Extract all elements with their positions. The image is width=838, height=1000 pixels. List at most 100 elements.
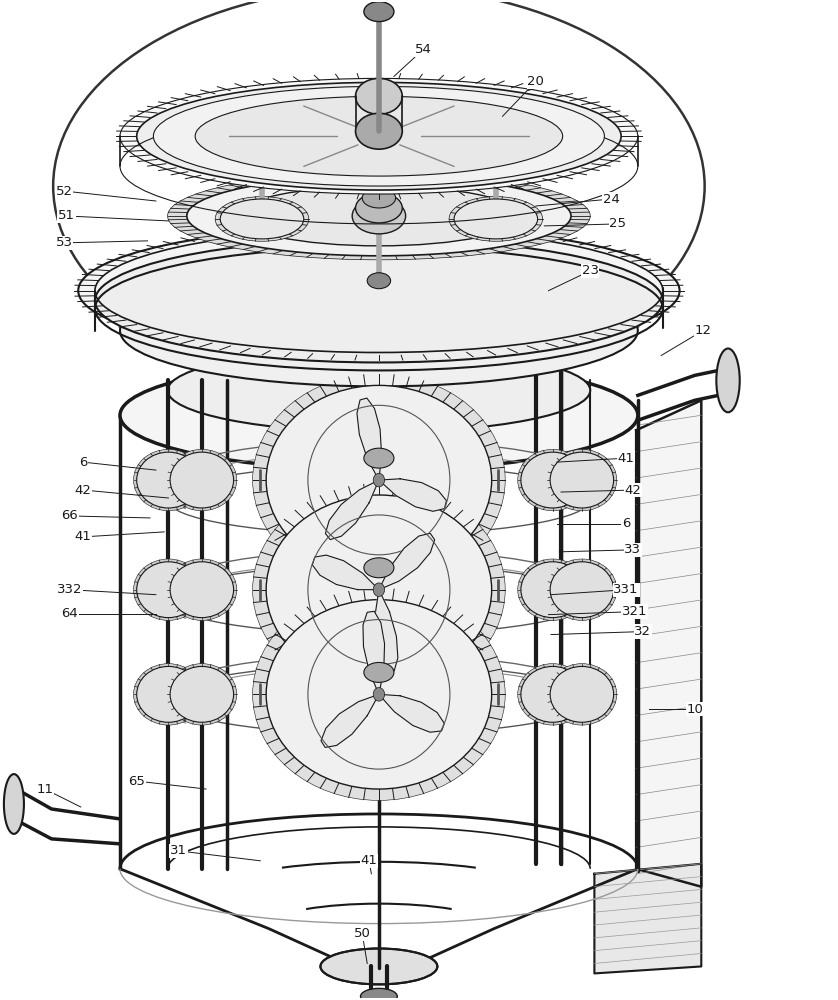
Ellipse shape [373,583,385,596]
Ellipse shape [237,186,521,246]
Ellipse shape [187,176,571,256]
Ellipse shape [252,144,272,158]
Ellipse shape [4,774,24,834]
Text: 31: 31 [170,844,187,857]
Ellipse shape [266,385,492,575]
Ellipse shape [168,349,590,432]
Text: 42: 42 [75,484,91,497]
Ellipse shape [550,666,613,722]
Text: 50: 50 [354,927,370,940]
Ellipse shape [266,600,492,789]
Ellipse shape [373,688,385,701]
Ellipse shape [364,662,394,682]
Ellipse shape [360,988,397,1000]
Ellipse shape [137,452,200,508]
Text: 41: 41 [618,452,634,465]
Text: 53: 53 [55,236,73,249]
Text: 41: 41 [360,854,377,867]
Ellipse shape [167,664,237,725]
Ellipse shape [168,172,590,260]
Ellipse shape [547,559,617,620]
Ellipse shape [220,199,303,239]
Text: 65: 65 [128,775,145,788]
Ellipse shape [195,96,562,176]
Text: 25: 25 [609,217,626,230]
Ellipse shape [547,664,617,725]
Ellipse shape [521,666,584,722]
Polygon shape [379,479,447,511]
Text: 51: 51 [58,209,75,222]
Ellipse shape [266,495,492,684]
Ellipse shape [518,449,587,511]
Text: 66: 66 [61,509,78,522]
Text: 331: 331 [613,583,639,596]
Polygon shape [313,555,379,590]
Ellipse shape [120,78,638,194]
Text: 332: 332 [57,583,83,596]
Polygon shape [379,533,435,590]
Text: 6: 6 [79,456,87,469]
Ellipse shape [137,82,621,190]
Text: 64: 64 [61,607,78,620]
Ellipse shape [167,449,237,511]
Text: 20: 20 [527,75,545,88]
Ellipse shape [364,558,394,578]
Ellipse shape [120,275,638,386]
Ellipse shape [133,449,204,511]
Text: 33: 33 [624,543,641,556]
Ellipse shape [364,2,394,22]
Ellipse shape [521,452,584,508]
Polygon shape [375,590,398,672]
Ellipse shape [547,449,617,511]
Text: 52: 52 [55,185,73,198]
Ellipse shape [320,949,437,984]
Ellipse shape [170,562,234,618]
Ellipse shape [133,664,204,725]
Ellipse shape [355,78,402,114]
Ellipse shape [167,559,237,620]
Ellipse shape [373,473,385,487]
Text: 12: 12 [695,324,711,337]
Ellipse shape [716,349,740,412]
Polygon shape [594,864,701,973]
Polygon shape [363,611,385,694]
Ellipse shape [215,197,308,241]
Ellipse shape [355,193,402,223]
Ellipse shape [170,666,234,722]
Text: 41: 41 [75,530,91,543]
Text: 321: 321 [622,605,647,618]
Ellipse shape [78,226,680,355]
Ellipse shape [153,86,604,186]
Ellipse shape [518,559,587,620]
Ellipse shape [449,197,543,241]
Text: 54: 54 [415,43,432,56]
Ellipse shape [355,113,402,149]
Ellipse shape [137,666,200,722]
Ellipse shape [550,562,613,618]
Ellipse shape [364,448,394,468]
Ellipse shape [521,562,584,618]
Ellipse shape [362,188,396,208]
Ellipse shape [486,144,506,158]
Ellipse shape [367,273,391,289]
Ellipse shape [352,198,406,234]
Polygon shape [379,694,444,732]
Polygon shape [357,398,381,480]
Text: 10: 10 [686,703,703,716]
Ellipse shape [120,360,638,470]
Polygon shape [321,694,379,747]
Ellipse shape [137,562,200,618]
Text: 32: 32 [634,625,651,638]
Ellipse shape [170,452,234,508]
Text: 42: 42 [624,484,641,497]
Polygon shape [636,400,701,887]
Text: 23: 23 [582,264,598,277]
Ellipse shape [252,484,505,696]
Ellipse shape [550,452,613,508]
Ellipse shape [95,239,663,362]
Text: 24: 24 [603,193,619,206]
Ellipse shape [252,588,505,800]
Text: 6: 6 [622,517,630,530]
Ellipse shape [252,374,505,586]
Ellipse shape [518,664,587,725]
